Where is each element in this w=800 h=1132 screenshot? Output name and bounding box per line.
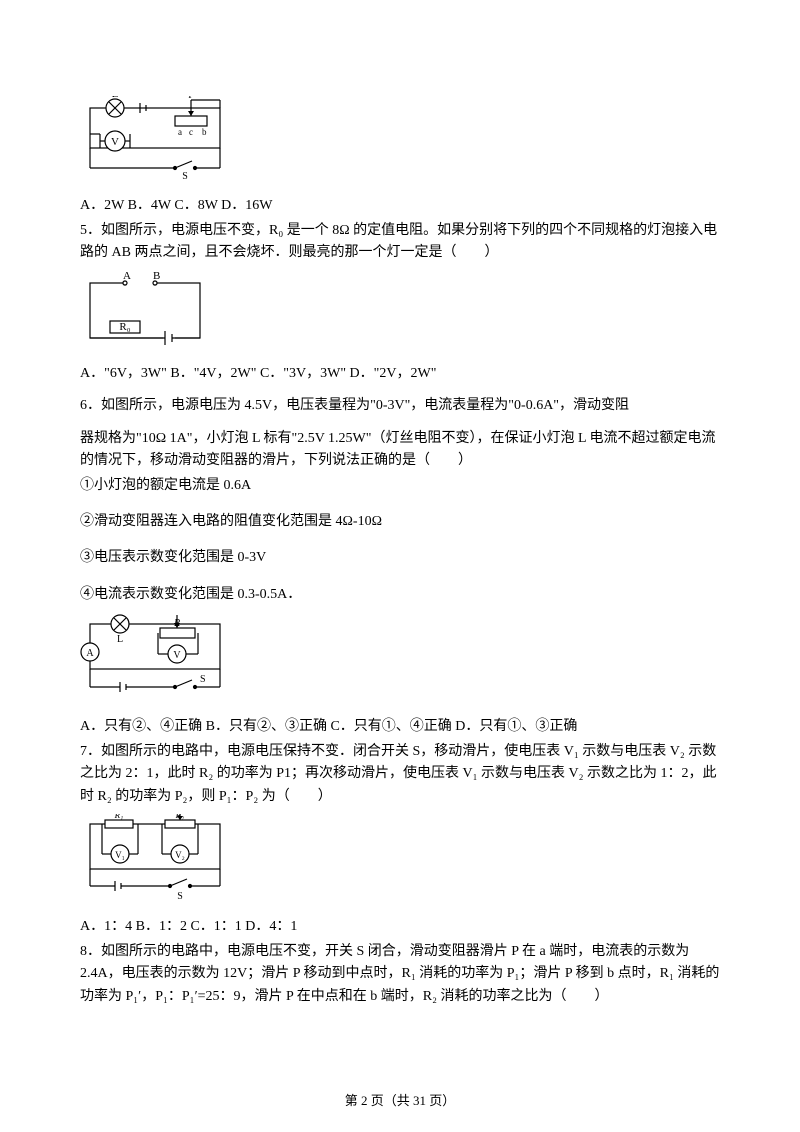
page-footer: 第 2 页（共 31 页） [0,1091,800,1112]
switch-s-label: S [200,674,206,685]
q5-options: A．"6V，3W" B．"4V，2W" C．"3V，3W" D．"2V，2W" [80,363,720,385]
terminal-a-label: a [178,127,182,137]
q7-circuit-diagram: R₁ R₂ V₁ V₂ S [80,814,720,910]
q6-statement3: ③电压表示数变化范围是 0-3V [80,547,720,569]
terminal-a-label: A [123,271,131,282]
q8-text: 8．如图所示的电路中，电源电压不变，开关 S 闭合，滑动变阻器滑片 P 在 a … [80,941,720,1008]
slider-p-label: P [188,96,194,101]
switch-s-label: S [177,891,183,902]
q6-statement4: ④电流表示数变化范围是 0.3-0.5A． [80,584,720,606]
q6-options: A．只有②、④正确 B．只有②、③正确 C．只有①、④正确 D．只有①、③正确 [80,716,720,738]
q6-circuit-diagram: L R V A S [80,612,720,710]
q6-line2: 器规格为"10Ω 1A"，小灯泡 L 标有"2.5V 1.25W"（灯丝电阻不变… [80,428,720,473]
q5-circuit-diagram: A B R₀ [80,271,720,357]
lamp-l-label: L [112,96,119,100]
ammeter-a-label: A [86,648,94,659]
voltmeter-v1-label: V₁ [115,850,125,860]
q4-circuit-diagram: L P a c b V S [80,96,720,189]
q7-options: A．1：4 B．1：2 C．1：1 D．4：1 [80,916,720,938]
lamp-l-label: L [117,634,123,645]
q4-options: A．2W B．4W C．8W D．16W [80,195,720,217]
q6-statement2: ②滑动变阻器连入电路的阻值变化范围是 4Ω-10Ω [80,511,720,533]
resistor-r1-label: R₁ [114,814,124,820]
terminal-b-label: B [153,271,160,282]
q6-statement1: ①小灯泡的额定电流是 0.6A [80,475,720,497]
q7-text: 7．如图所示的电路中，电源电压保持不变．闭合开关 S，移动滑片，使电压表 V₁ … [80,741,720,808]
voltmeter-v-label: V [173,650,181,661]
switch-s-label: S [182,171,188,181]
q6-line1: 6．如图所示，电源电压为 4.5V，电压表量程为"0-3V"，电流表量程为"0-… [80,395,720,417]
rheostat-r2-label: R₂ [175,814,185,820]
resistor-r0-label: R₀ [119,321,130,333]
voltmeter-v2-label: V₂ [175,850,185,860]
voltmeter-v-label: V [111,136,119,148]
rheostat-r-label: R [173,618,180,629]
terminal-b-label: b [202,127,207,137]
terminal-c-label: c [189,127,193,137]
q5-text: 5．如图所示，电源电压不变，R₀ 是一个 8Ω 的定值电阻。如果分别将下列的四个… [80,220,720,265]
